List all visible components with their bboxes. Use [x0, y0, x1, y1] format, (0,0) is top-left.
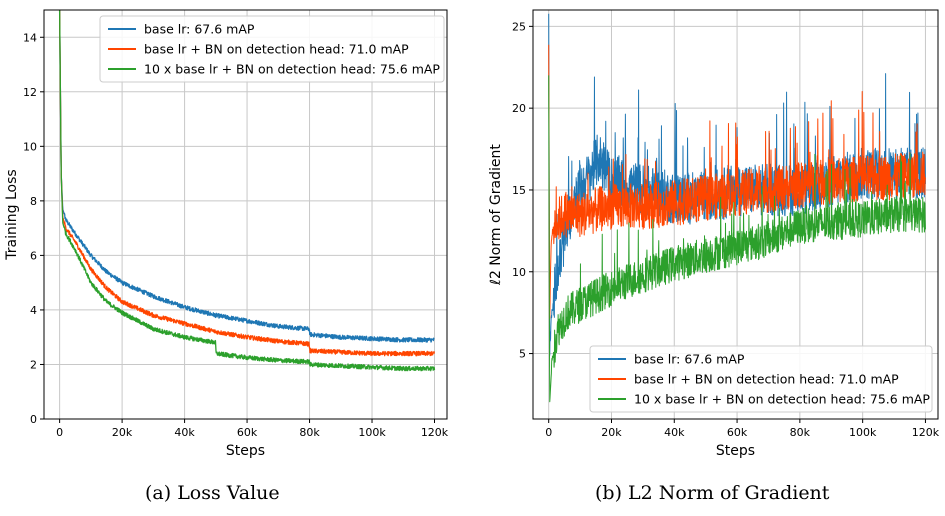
legend-entry: base lr: 67.6 mAP	[144, 22, 255, 37]
y-tick-label: 12	[23, 86, 37, 99]
y-tick-label: 10	[512, 266, 526, 279]
x-tick-label: 80k	[790, 426, 811, 439]
y-axis-label: Training Loss	[4, 169, 20, 260]
chart-0: 0 20k 40k 60k 80k 100k 120k 0 2 4 6 8 10 12 14 Steps Tra…	[4, 9, 449, 459]
y-tick-label: 20	[512, 102, 526, 115]
y-tick-label: 14	[23, 31, 37, 44]
legend-box	[589, 345, 933, 413]
y-tick-label: 6	[30, 249, 37, 262]
y-tick-label: 10	[23, 140, 37, 153]
x-axis-label: Steps	[716, 443, 755, 459]
x-tick-label: 20k	[601, 426, 622, 439]
x-tick-label: 20k	[112, 426, 133, 439]
x-axis-label: Steps	[226, 443, 265, 459]
x-tick-label: 60k	[727, 426, 748, 439]
legend: base lr: 67.6 mAP base lr + BN on detecti…	[99, 15, 445, 83]
x-tick-label: 120k	[912, 426, 940, 439]
legend-entry: 10 x base lr + BN on detection head: 75.…	[634, 392, 930, 407]
series-line-bn10x	[548, 75, 926, 403]
y-tick-label: 5	[519, 348, 526, 361]
plot-frame	[532, 9, 939, 420]
caption-gradient-norm: (b) L2 Norm of Gradient	[595, 482, 830, 504]
legend-entry: base lr + BN on detection head: 71.0 mAP	[144, 42, 409, 57]
series-group	[548, 13, 926, 403]
x-tick-label: 120k	[421, 426, 449, 439]
x-tick-label: 40k	[664, 426, 685, 439]
x-tick-label: 0	[56, 426, 63, 439]
x-tick-label: 100k	[358, 426, 386, 439]
series-line-bn	[548, 44, 926, 319]
plot-frame	[43, 9, 448, 420]
y-tick-label: 4	[30, 304, 37, 317]
y-tick-label: 0	[30, 413, 37, 426]
series-line-bn10x	[58, 10, 436, 372]
x-tick-label: 80k	[299, 426, 320, 439]
legend-box	[99, 15, 445, 83]
x-tick-label: 60k	[237, 426, 258, 439]
x-tick-label: 0	[545, 426, 552, 439]
y-tick-label: 8	[30, 195, 37, 208]
x-tick-label: 100k	[849, 426, 877, 439]
legend-entry: base lr + BN on detection head: 71.0 mAP	[634, 372, 899, 387]
y-tick-label: 15	[512, 184, 526, 197]
chart-1: 0 20k 40k 60k 80k 100k 120k 5 10 15 20 25 Steps ℓ2 No…	[488, 9, 940, 459]
series-group	[58, 10, 436, 372]
y-tick-label: 2	[30, 358, 37, 371]
series-line-base	[58, 10, 435, 343]
legend-entry: base lr: 67.6 mAP	[634, 352, 745, 367]
series-line-bn	[58, 10, 436, 357]
x-tick-label: 40k	[174, 426, 195, 439]
y-tick-label: 25	[512, 20, 526, 33]
y-axis-label: ℓ2 Norm of Gradient	[488, 144, 504, 286]
legend-entry: 10 x base lr + BN on detection head: 75.…	[144, 62, 440, 77]
caption-loss-value: (a) Loss Value	[145, 482, 280, 504]
legend: base lr: 67.6 mAP base lr + BN on detecti…	[589, 345, 933, 413]
